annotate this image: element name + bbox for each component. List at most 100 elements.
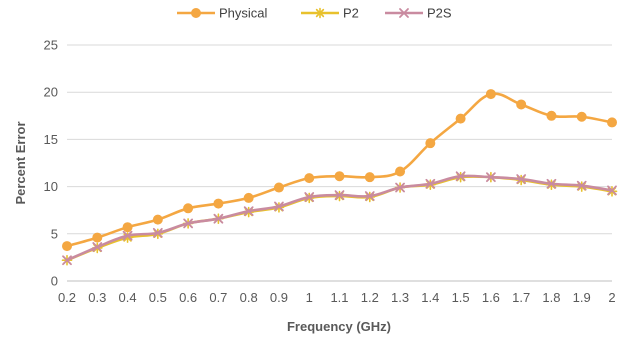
x-tick-label: 0.6 xyxy=(179,290,197,305)
marker-stroke xyxy=(607,185,617,196)
marker-stroke xyxy=(455,171,466,182)
y-tick-label: 10 xyxy=(44,179,58,194)
series-physical xyxy=(62,89,617,252)
data-point xyxy=(183,203,194,214)
x-tick-label: 0.9 xyxy=(270,290,288,305)
marker-stroke xyxy=(576,180,587,191)
legend-item: Physical xyxy=(177,6,268,21)
data-point xyxy=(183,218,194,229)
legend-label: Physical xyxy=(219,6,268,21)
data-point xyxy=(485,89,496,100)
x-tick-label: 0.8 xyxy=(240,290,258,305)
series-line xyxy=(66,174,613,262)
data-point xyxy=(152,227,163,238)
data-point xyxy=(243,206,254,217)
data-point xyxy=(152,214,163,225)
marker-stroke xyxy=(243,206,254,217)
data-point xyxy=(92,232,103,243)
series-lines xyxy=(61,89,618,266)
data-point xyxy=(334,190,345,200)
marker-stroke xyxy=(122,230,133,241)
marker-stroke xyxy=(274,201,284,212)
legend-item: P2 xyxy=(301,6,359,21)
y-tick-label: 0 xyxy=(51,274,58,289)
legend-item: P2S xyxy=(385,6,452,21)
data-point xyxy=(607,185,617,196)
data-point xyxy=(455,113,466,124)
marker-stroke xyxy=(364,191,375,201)
data-point xyxy=(304,192,315,202)
x-tick-label: 1 xyxy=(306,290,313,305)
data-point xyxy=(546,110,557,121)
data-point xyxy=(62,241,72,252)
data-point xyxy=(364,172,375,183)
data-point xyxy=(516,174,527,184)
x-tick-label: 2 xyxy=(608,290,615,305)
y-tick-label: 25 xyxy=(44,38,58,53)
data-point xyxy=(576,180,587,191)
data-point xyxy=(546,178,557,189)
marker-stroke xyxy=(516,174,527,184)
marker-stroke xyxy=(334,190,345,200)
x-axis-title: Frequency (GHz) xyxy=(287,319,391,334)
data-point xyxy=(516,99,527,110)
data-point xyxy=(274,201,284,212)
legend: Physical P2 P2S xyxy=(177,6,452,21)
legend-label: P2S xyxy=(427,6,452,21)
y-tick-label: 15 xyxy=(44,132,58,147)
marker-stroke xyxy=(183,218,194,229)
marker-stroke xyxy=(62,255,72,266)
marker-stroke xyxy=(92,242,103,252)
x-tick-label: 1.5 xyxy=(452,290,470,305)
x-tick-label: 0.2 xyxy=(58,290,76,305)
x-tick-label: 1.8 xyxy=(542,290,560,305)
x-tick-label: 1.1 xyxy=(330,290,348,305)
y-tick-label: 5 xyxy=(51,226,58,241)
series-line xyxy=(66,92,613,248)
data-point xyxy=(334,171,345,182)
data-point xyxy=(213,198,224,209)
gridlines xyxy=(67,44,612,282)
data-point xyxy=(122,222,133,233)
data-point xyxy=(314,7,326,19)
marker-stroke xyxy=(399,8,409,18)
data-point xyxy=(243,192,254,203)
y-axis-title: Percent Error xyxy=(13,121,28,204)
x-tick-label: 1.9 xyxy=(573,290,591,305)
data-point xyxy=(395,166,406,177)
legend-label: P2 xyxy=(343,6,359,21)
data-point xyxy=(191,8,201,18)
data-point xyxy=(92,242,103,252)
data-point xyxy=(399,8,409,18)
x-tick-label: 0.4 xyxy=(119,290,137,305)
x-tick-label: 1.7 xyxy=(512,290,530,305)
x-tick-label: 0.7 xyxy=(209,290,227,305)
x-tick-label: 1.3 xyxy=(391,290,409,305)
data-point xyxy=(455,171,466,182)
marker-stroke xyxy=(425,178,436,189)
marker-stroke xyxy=(485,172,496,183)
y-tick-label: 20 xyxy=(44,85,58,100)
data-point xyxy=(62,255,72,266)
marker-stroke xyxy=(315,8,325,18)
data-point xyxy=(213,213,224,224)
series-p2s xyxy=(62,171,617,266)
x-tick-label: 1.2 xyxy=(361,290,379,305)
data-point xyxy=(485,172,496,183)
data-point xyxy=(576,111,587,122)
data-point xyxy=(607,117,617,128)
data-point xyxy=(122,230,133,241)
marker-stroke xyxy=(213,213,224,224)
x-tick-label: 1.4 xyxy=(421,290,439,305)
x-tick-label: 0.3 xyxy=(88,290,106,305)
x-tick-label: 1.6 xyxy=(482,290,500,305)
data-point xyxy=(364,191,375,201)
data-point xyxy=(425,178,436,189)
data-point xyxy=(273,182,284,193)
axes: 0 5 10 15 20 25 0.2 0.3 0.4 0.5 0.6 0.7 0.8 0.9 1 1.1 1.… xyxy=(44,38,616,306)
marker-stroke xyxy=(304,192,315,202)
x-tick-label: 0.5 xyxy=(149,290,167,305)
marker-stroke xyxy=(152,227,163,238)
